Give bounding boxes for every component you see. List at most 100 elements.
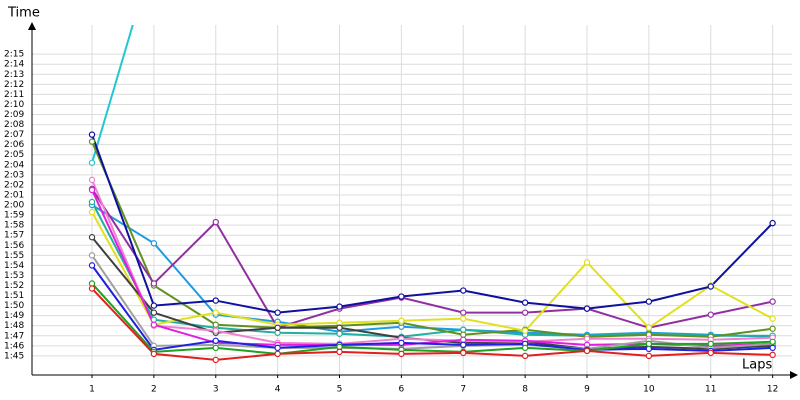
- y-tick-label: 1:47: [4, 331, 24, 341]
- y-tick-label: 2:15: [4, 50, 24, 60]
- series-line: [91, 134, 774, 314]
- series-line: [91, 25, 134, 164]
- series-line: [91, 287, 773, 361]
- point: [150, 350, 158, 358]
- series-line: [91, 179, 773, 345]
- y-tick-label: 1:49: [4, 311, 24, 321]
- point: [88, 262, 96, 269]
- x-tick-label: 8: [522, 385, 528, 395]
- point: [88, 285, 96, 292]
- point: [521, 327, 529, 334]
- point: [707, 349, 714, 357]
- y-tick-label: 1:59: [4, 211, 24, 221]
- point: [398, 317, 405, 324]
- y-tick-label: 1:54: [4, 261, 24, 271]
- series-line: [91, 282, 773, 355]
- point: [521, 352, 529, 360]
- point: [212, 356, 219, 364]
- point: [769, 315, 776, 322]
- series-line: [91, 264, 773, 352]
- point: [521, 299, 529, 306]
- point: [769, 298, 776, 305]
- y-tick-label: 2:01: [4, 190, 24, 200]
- point: [707, 283, 714, 290]
- y-axis-arrow: [28, 22, 36, 30]
- point: [460, 331, 467, 338]
- point: [645, 298, 653, 305]
- point: [769, 351, 776, 359]
- y-tick-label: 2:06: [4, 140, 24, 150]
- point: [212, 321, 219, 328]
- point: [336, 343, 343, 351]
- point: [212, 344, 219, 352]
- point: [336, 324, 343, 331]
- point: [398, 293, 405, 300]
- y-tick-label: 1:51: [4, 291, 24, 301]
- y-tick-label: 2:07: [4, 130, 24, 140]
- point: [521, 309, 529, 316]
- point: [274, 309, 281, 316]
- point: [212, 218, 219, 226]
- point: [88, 186, 96, 194]
- y-tick-label: 2:02: [4, 180, 24, 190]
- y-tick-label: 1:56: [4, 241, 24, 251]
- series-line: [91, 188, 773, 329]
- point: [769, 338, 776, 346]
- x-tick-label: 2: [151, 385, 157, 395]
- series-line: [91, 201, 773, 338]
- y-tick-label: 1:48: [4, 321, 24, 331]
- point: [460, 309, 467, 316]
- point: [460, 315, 467, 322]
- y-tick-label: 1:58: [4, 221, 24, 231]
- point: [460, 341, 467, 349]
- point: [88, 208, 96, 216]
- point: [769, 325, 776, 332]
- point: [88, 198, 96, 206]
- y-tick-label: 1:50: [4, 301, 24, 311]
- point: [645, 340, 653, 348]
- y-tick-label: 2:05: [4, 150, 24, 160]
- point: [460, 336, 467, 343]
- y-tick-label: 2:10: [4, 100, 24, 110]
- x-axis-title: Laps: [742, 358, 772, 373]
- point: [460, 349, 467, 357]
- point: [769, 344, 776, 352]
- point: [88, 138, 96, 145]
- x-tick-label: 11: [705, 385, 716, 395]
- y-tick-label: 1:53: [4, 271, 24, 281]
- y-tick-label: 2:13: [4, 70, 24, 80]
- x-tick-label: 1: [89, 385, 95, 395]
- y-tick-label: 1:55: [4, 251, 24, 261]
- x-axis-arrow: [790, 371, 798, 379]
- y-tick-label: 2:08: [4, 120, 24, 130]
- x-tick-label: 4: [275, 385, 281, 395]
- y-tick-label: 2:09: [4, 110, 24, 120]
- y-tick-label: 1:46: [4, 341, 24, 351]
- x-tick-label: 10: [643, 385, 655, 395]
- point: [88, 252, 96, 259]
- x-tick-label: 9: [584, 385, 590, 395]
- y-tick-label: 2:11: [4, 90, 24, 100]
- y-axis-title: Time: [7, 6, 40, 21]
- point: [150, 309, 158, 316]
- point: [398, 350, 405, 358]
- point: [645, 352, 653, 360]
- point: [583, 347, 591, 355]
- y-tick-label: 2:12: [4, 80, 24, 90]
- point: [212, 337, 219, 345]
- point: [645, 345, 653, 353]
- point: [769, 219, 776, 227]
- point: [274, 350, 281, 358]
- x-tick-label: 6: [399, 385, 405, 395]
- series-line: [91, 211, 774, 332]
- point: [274, 329, 281, 336]
- point: [336, 319, 343, 326]
- point: [88, 159, 96, 166]
- point: [150, 321, 158, 328]
- point: [150, 302, 158, 309]
- point: [336, 330, 343, 337]
- series-line: [91, 254, 773, 350]
- y-tick-label: 1:52: [4, 281, 24, 291]
- point: [645, 324, 653, 331]
